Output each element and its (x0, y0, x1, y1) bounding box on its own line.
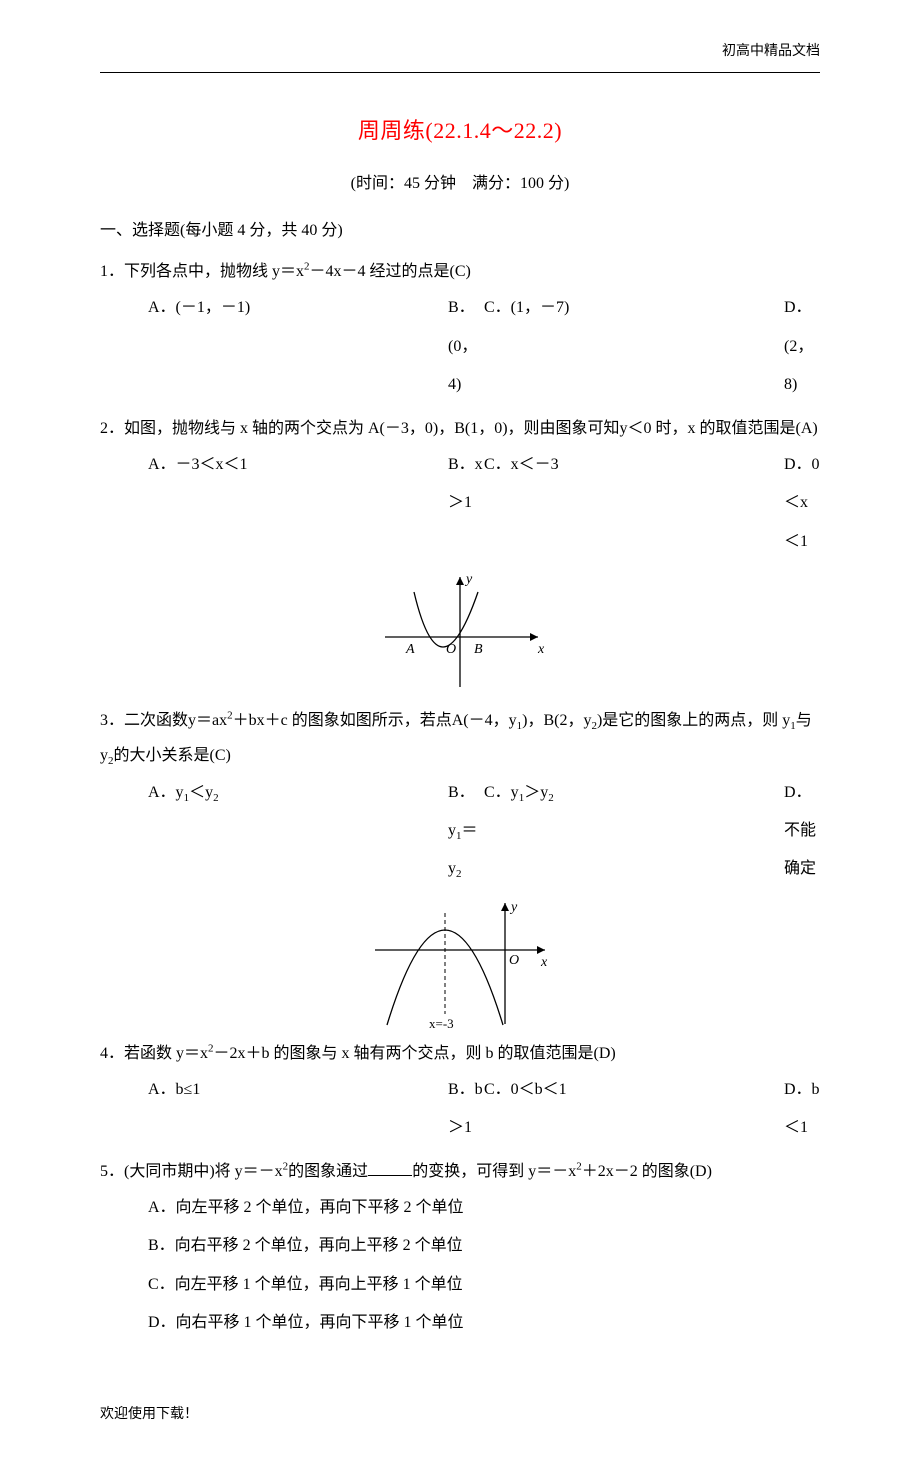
q3-c-1: C．y (484, 784, 519, 801)
svg-text:A: A (405, 642, 415, 657)
parabola-up-icon: y x A O B (370, 567, 550, 697)
q3-opt-b: B．y1＝y2 (448, 774, 484, 889)
q2-opt-a: A．－3＜x＜1 (148, 446, 448, 561)
q4-opt-c: C．0＜b＜1 (484, 1071, 784, 1148)
q3-stem: 3．二次函数y＝ax2＋bx＋c 的图象如图所示，若点A(－4，y1)，B(2，… (100, 703, 820, 774)
q1-opt-c: C．(1，－7) (484, 289, 784, 404)
q5-t4: ＋2x－2 的图象(D) (582, 1163, 712, 1180)
q3-opt-c: C．y1＞y2 (484, 774, 784, 889)
q1-opt-d: D．(2，8) (784, 289, 820, 404)
q3-t1: 3．二次函数y＝ax (100, 712, 227, 729)
q3-a-2: ＜y (189, 784, 213, 801)
q3-t6: 的大小关系是(C) (114, 747, 231, 764)
q1-options: A．(－1，－1) B．(0，4) C．(1，－7) D．(2，8) (100, 289, 820, 404)
q3-t4: )是它的图象上的两点，则 y (597, 712, 790, 729)
q5-opt-b: B．向右平移 2 个单位，再向上平移 2 个单位 (148, 1227, 820, 1265)
q4-t2: －2x＋b 的图象与 x 轴有两个交点，则 b 的取值范围是(D) (214, 1045, 616, 1062)
section-heading: 一、选择题(每小题 4 分，共 40 分) (100, 213, 820, 248)
svg-text:y: y (464, 572, 473, 587)
parabola-down-icon: y x Ox=-3 (365, 895, 555, 1030)
page: 初高中精品文档 周周练(22.1.4～22.2) (时间：45 分钟 满分：10… (0, 0, 920, 1463)
q2-opt-d: D．0＜x＜1 (784, 446, 820, 561)
q5-t1: 5．(大同市期中)将 y＝－x (100, 1163, 283, 1180)
q2-opt-b: B．x＞1 (448, 446, 484, 561)
svg-text:O: O (446, 642, 456, 657)
question-4: 4．若函数 y＝x2－2x＋b 的图象与 x 轴有两个交点，则 b 的取值范围是… (100, 1036, 820, 1148)
doc-subtitle: (时间：45 分钟 满分：100 分) (100, 169, 820, 193)
q5-stem: 5．(大同市期中)将 y＝－x2的图象通过的变换，可得到 y＝－x2＋2x－2 … (100, 1154, 820, 1189)
q3-figure: y x Ox=-3 (100, 895, 820, 1030)
q3-t3: )，B(2，y (522, 712, 591, 729)
q1-stem-text-a: 1．下列各点中，抛物线 y＝x (100, 263, 304, 280)
q2-figure: y x A O B (100, 567, 820, 697)
q3-a-1: A．y (148, 784, 184, 801)
q5-opt-d: D．向右平移 1 个单位，再向下平移 1 个单位 (148, 1304, 820, 1342)
question-3: 3．二次函数y＝ax2＋bx＋c 的图象如图所示，若点A(－4，y1)，B(2，… (100, 703, 820, 1030)
q5-opt-a: A．向左平移 2 个单位，再向下平移 2 个单位 (148, 1189, 820, 1227)
q4-opt-b: B．b＞1 (448, 1071, 484, 1148)
q1-opt-a: A．(－1，－1) (148, 289, 448, 404)
svg-text:x: x (540, 955, 548, 970)
q2-opt-c: C．x＜－3 (484, 446, 784, 561)
sub-2: 2 (213, 792, 219, 804)
question-5: 5．(大同市期中)将 y＝－x2的图象通过的变换，可得到 y＝－x2＋2x－2 … (100, 1154, 820, 1343)
sub-2: 2 (548, 792, 554, 804)
q3-options: A．y1＜y2 B．y1＝y2 C．y1＞y2 D．不能确定 (100, 774, 820, 889)
q5-options: A．向左平移 2 个单位，再向下平移 2 个单位 B．向右平移 2 个单位，再向… (100, 1189, 820, 1343)
q3-opt-a: A．y1＜y2 (148, 774, 448, 889)
q4-stem: 4．若函数 y＝x2－2x＋b 的图象与 x 轴有两个交点，则 b 的取值范围是… (100, 1036, 820, 1071)
q1-stem: 1．下列各点中，抛物线 y＝x2－4x－4 经过的点是(C) (100, 254, 820, 289)
q2-stem: 2．如图，抛物线与 x 轴的两个交点为 A(－3，0)，B(1，0)，则由图象可… (100, 411, 820, 446)
svg-text:B: B (474, 642, 483, 657)
q5-opt-c: C．向左平移 1 个单位，再向上平移 1 个单位 (148, 1266, 820, 1304)
q3-t2: ＋bx＋c 的图象如图所示，若点A(－4，y (233, 712, 517, 729)
q5-t3: 的变换，可得到 y＝－x (412, 1163, 576, 1180)
blank-icon (368, 1159, 412, 1176)
header-label: 初高中精品文档 (722, 40, 820, 60)
q3-c-2: ＞y (524, 784, 548, 801)
q3-opt-d: D．不能确定 (784, 774, 820, 889)
q2-options: A．－3＜x＜1 B．x＞1 C．x＜－3 D．0＜x＜1 (100, 446, 820, 561)
question-1: 1．下列各点中，抛物线 y＝x2－4x－4 经过的点是(C) A．(－1，－1)… (100, 254, 820, 404)
svg-text:x=-3: x=-3 (429, 1016, 454, 1030)
q4-opt-a: A．b≤1 (148, 1071, 448, 1148)
q4-options: A．b≤1 B．b＞1 C．0＜b＜1 D．b＜1 (100, 1071, 820, 1148)
question-2: 2．如图，抛物线与 x 轴的两个交点为 A(－3，0)，B(1，0)，则由图象可… (100, 411, 820, 697)
header-rule (100, 72, 820, 73)
q4-opt-d: D．b＜1 (784, 1071, 820, 1148)
doc-title: 周周练(22.1.4～22.2) (100, 113, 820, 145)
q1-stem-text-b: －4x－4 经过的点是(C) (310, 263, 471, 280)
svg-text:x: x (537, 642, 545, 657)
q5-t2: 的图象通过 (288, 1163, 368, 1180)
footer-text: 欢迎使用下载！ (100, 1403, 820, 1423)
svg-text:O: O (509, 953, 519, 968)
svg-text:y: y (509, 900, 518, 915)
sub-2: 2 (456, 869, 462, 881)
q4-t1: 4．若函数 y＝x (100, 1045, 208, 1062)
q1-opt-b: B．(0，4) (448, 289, 484, 404)
